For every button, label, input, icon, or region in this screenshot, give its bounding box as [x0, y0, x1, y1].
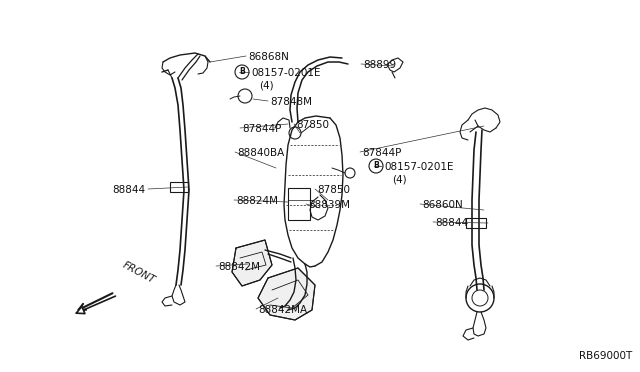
Text: 87850: 87850: [317, 185, 350, 195]
Text: RB69000T: RB69000T: [579, 351, 632, 361]
Text: 86868N: 86868N: [248, 52, 289, 62]
Text: (4): (4): [392, 175, 406, 185]
Bar: [288, 188, 310, 220]
Text: 08157-0201E: 08157-0201E: [384, 162, 454, 172]
Text: 87844P: 87844P: [362, 148, 401, 158]
Text: 88839M: 88839M: [308, 200, 350, 210]
Text: 88844: 88844: [112, 185, 145, 195]
Bar: [170, 182, 188, 192]
Text: 87844P: 87844P: [242, 124, 282, 134]
Text: 88840BA: 88840BA: [237, 148, 284, 158]
Text: 86860N: 86860N: [422, 200, 463, 210]
Text: B: B: [373, 161, 379, 170]
Text: 87848M: 87848M: [270, 97, 312, 107]
Bar: [466, 218, 486, 228]
Text: 88842MA: 88842MA: [258, 305, 307, 315]
Text: 88899: 88899: [363, 60, 396, 70]
Text: 88844: 88844: [435, 218, 468, 228]
Text: B: B: [239, 67, 245, 77]
Text: 08157-0201E: 08157-0201E: [251, 68, 321, 78]
Polygon shape: [258, 268, 315, 320]
Text: (4): (4): [259, 81, 274, 91]
Text: 88824M: 88824M: [236, 196, 278, 206]
Text: FRONT: FRONT: [121, 260, 157, 285]
Polygon shape: [232, 240, 272, 286]
Text: 88842M: 88842M: [218, 262, 260, 272]
Text: 87850: 87850: [296, 120, 329, 130]
